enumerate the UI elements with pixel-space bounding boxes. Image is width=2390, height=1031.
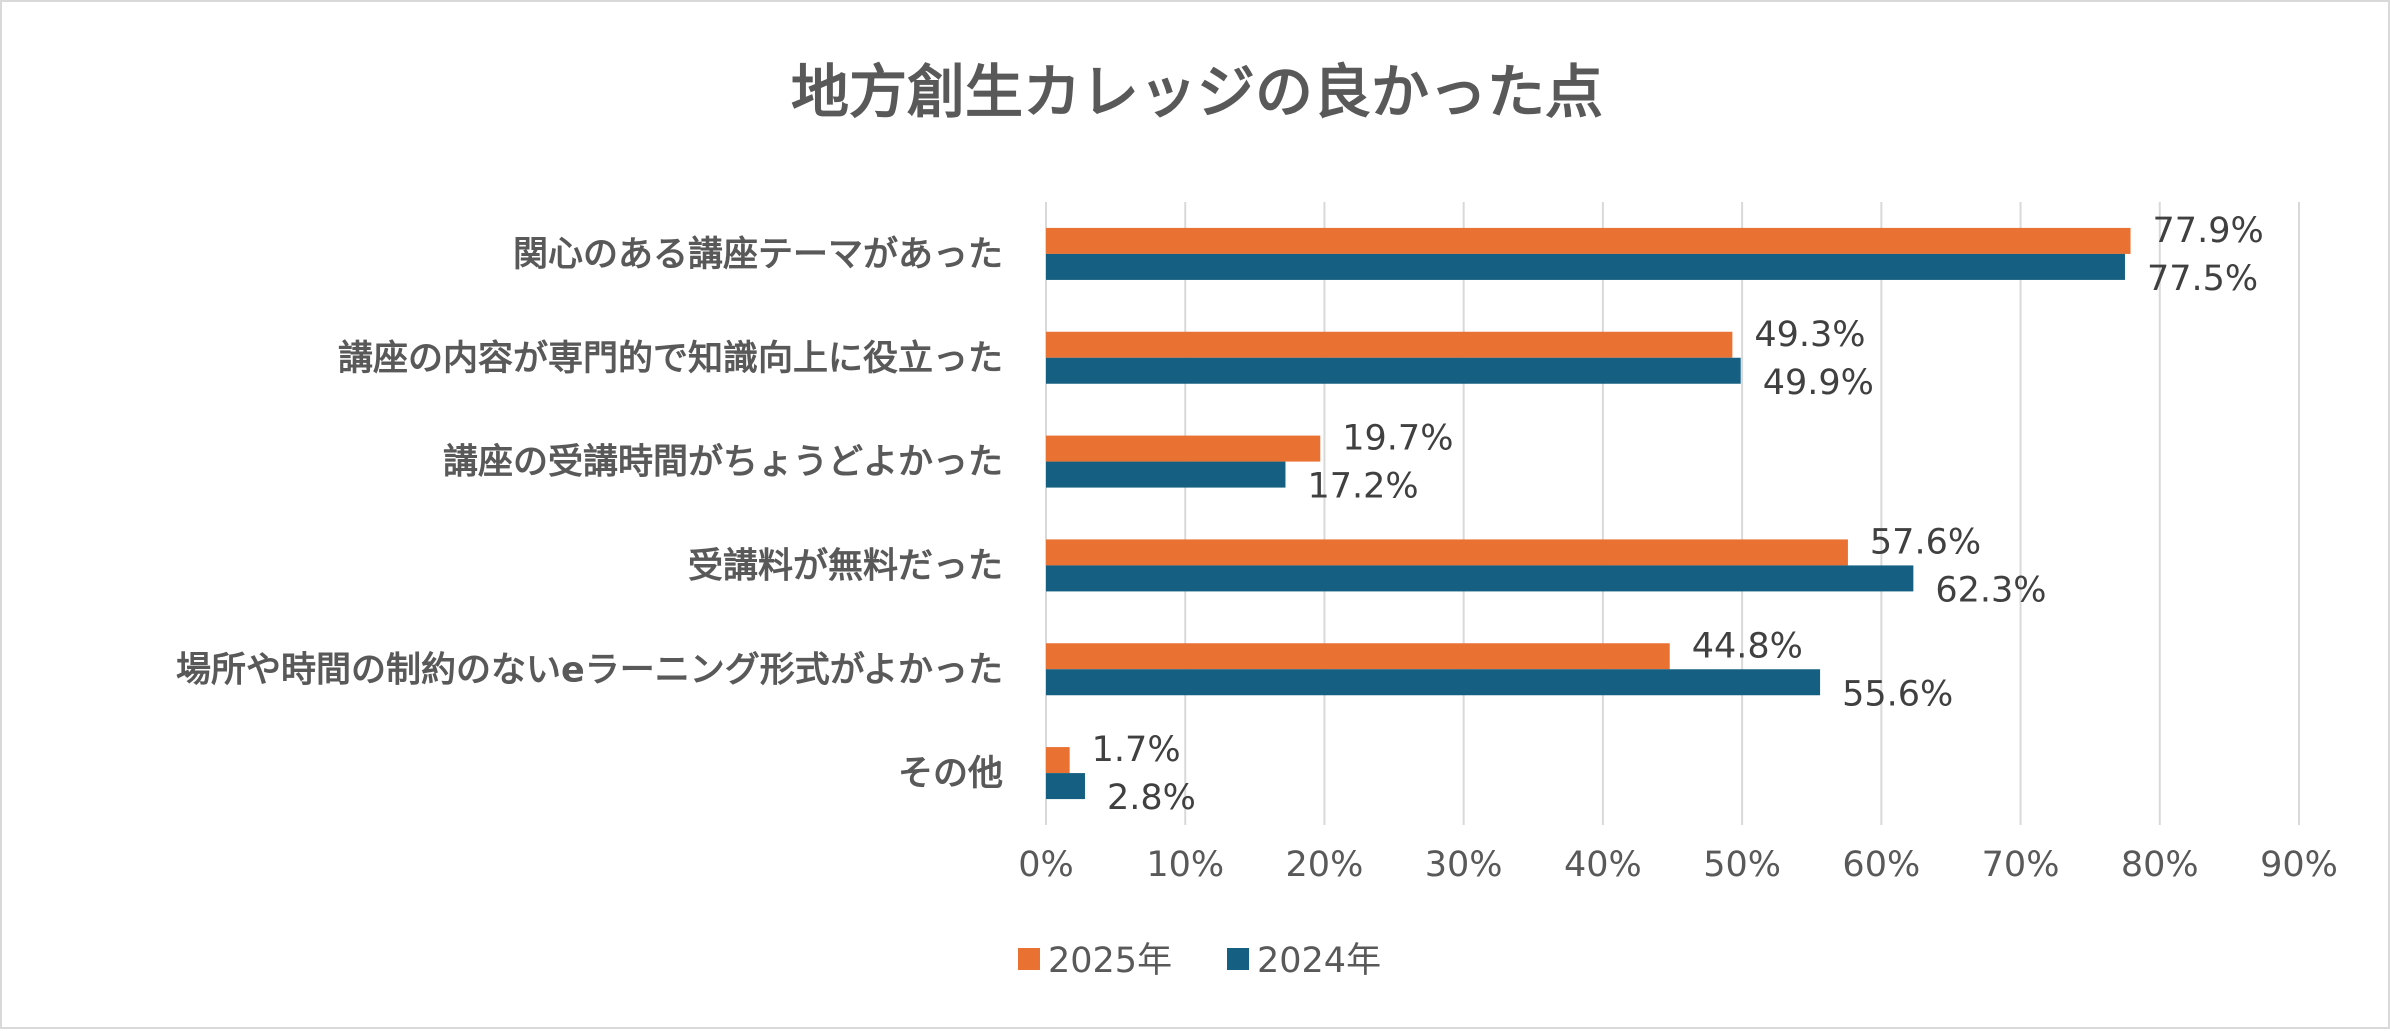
- data-label: 77.5%: [2147, 259, 2258, 299]
- bar-2024: [1046, 669, 1821, 696]
- legend-label: 2024年: [1257, 941, 1381, 981]
- data-label: 49.9%: [1763, 363, 1874, 403]
- bar-2024: [1046, 773, 1085, 800]
- x-tick-label: 80%: [2121, 845, 2199, 885]
- category-label: 場所や時間の制約のないeラーニング形式がよかった: [176, 650, 1003, 690]
- x-tick-label: 40%: [1564, 845, 1642, 885]
- data-label: 49.3%: [1754, 315, 1865, 355]
- bar-2024: [1046, 253, 2125, 280]
- data-label: 55.6%: [1842, 674, 1953, 714]
- x-tick-label: 90%: [2260, 845, 2338, 885]
- category-label: 講座の内容が専門的で知識向上に役立った: [338, 338, 1003, 379]
- bar-2024: [1046, 461, 1286, 488]
- chart-title: 地方創生カレッジの良かった点: [791, 58, 1603, 126]
- data-label: 57.6%: [1870, 522, 1981, 562]
- bar-2025: [1046, 435, 1321, 462]
- x-tick-label: 30%: [1425, 845, 1503, 885]
- data-label: 62.3%: [1935, 570, 2046, 610]
- data-label: 19.7%: [1342, 419, 1453, 459]
- bar-2025: [1046, 539, 1848, 566]
- legend-label: 2025年: [1048, 941, 1172, 981]
- data-label: 1.7%: [1092, 730, 1181, 770]
- category-label: 講座の受講時間がちょうどよかった: [443, 442, 1003, 483]
- legend-swatch: [1018, 948, 1040, 970]
- data-label: 2.8%: [1107, 778, 1196, 818]
- x-tick-label: 60%: [1842, 845, 1920, 885]
- data-label: 17.2%: [1307, 467, 1418, 507]
- legend-swatch: [1227, 948, 1249, 970]
- category-label: 関心のある講座テーマがあった: [513, 234, 1003, 275]
- x-tick-label: 10%: [1146, 845, 1224, 885]
- data-label: 77.9%: [2153, 211, 2264, 251]
- bar-2025: [1046, 227, 2131, 254]
- x-tick-label: 70%: [1982, 845, 2060, 885]
- bar-2024: [1046, 357, 1741, 384]
- x-tick-label: 50%: [1703, 845, 1781, 885]
- category-label: 受講料が無料だった: [688, 545, 1003, 586]
- bar-2024: [1046, 565, 1914, 592]
- data-label: 44.8%: [1692, 626, 1803, 666]
- bar-2025: [1046, 643, 1670, 670]
- x-tick-label: 20%: [1286, 845, 1364, 885]
- x-tick-label: 0%: [1018, 845, 1074, 885]
- category-label: その他: [898, 754, 1003, 794]
- bar-2025: [1046, 331, 1733, 358]
- bar-2025: [1046, 747, 1070, 774]
